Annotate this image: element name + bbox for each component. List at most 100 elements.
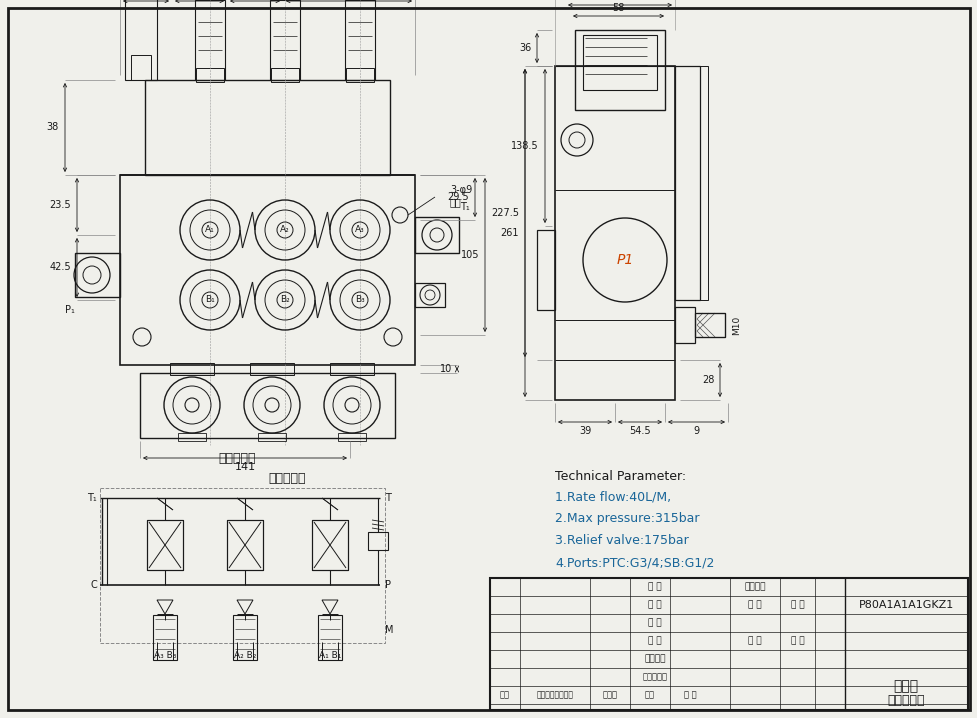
Bar — [414, 217, 458, 253]
Bar — [258, 433, 285, 441]
Text: P1: P1 — [616, 253, 633, 267]
Text: 54.5: 54.5 — [628, 426, 650, 436]
Text: 28: 28 — [701, 375, 714, 385]
Text: 4.Ports:PTC:G3/4;SB:G1/2: 4.Ports:PTC:G3/4;SB:G1/2 — [554, 556, 713, 569]
Bar — [194, 0, 225, 80]
Bar — [100, 488, 385, 643]
Text: 39: 39 — [578, 426, 590, 436]
Text: 外型尺寸图: 外型尺寸图 — [886, 694, 924, 707]
Text: 261: 261 — [500, 228, 519, 238]
Bar — [120, 175, 414, 365]
Bar — [140, 373, 395, 438]
Bar — [145, 80, 390, 175]
Text: P₁: P₁ — [65, 305, 75, 315]
Text: 9: 9 — [693, 426, 699, 436]
Bar — [195, 68, 224, 82]
Text: 29.5: 29.5 — [446, 192, 469, 202]
Bar — [318, 615, 342, 660]
Bar — [227, 520, 263, 570]
Bar — [536, 230, 554, 310]
Text: 更改内容或零件名: 更改内容或零件名 — [536, 691, 573, 699]
Bar — [250, 363, 294, 375]
Text: 通孔: 通孔 — [449, 197, 461, 207]
Text: 138.5: 138.5 — [511, 141, 538, 151]
Text: A₁ B₁: A₁ B₁ — [319, 651, 341, 660]
Bar — [75, 253, 120, 297]
Text: 工艺检查: 工艺检查 — [644, 655, 665, 663]
Text: 校 对: 校 对 — [648, 636, 661, 645]
Text: 227.5: 227.5 — [490, 208, 519, 218]
Bar — [271, 68, 299, 82]
Text: 141: 141 — [234, 462, 255, 472]
Bar — [270, 0, 300, 80]
Bar — [329, 363, 373, 375]
Text: 标记: 标记 — [499, 691, 509, 699]
Text: 2.Max pressure:315bar: 2.Max pressure:315bar — [554, 512, 699, 525]
Bar — [489, 578, 967, 710]
Text: 38: 38 — [47, 123, 59, 133]
Text: 第 张: 第 张 — [790, 636, 804, 645]
Text: 58: 58 — [612, 3, 624, 13]
Bar — [152, 615, 177, 660]
Text: B₃: B₃ — [355, 296, 364, 304]
Text: 比 例: 比 例 — [790, 600, 804, 610]
Bar — [574, 30, 664, 110]
Text: 共 张: 共 张 — [747, 636, 761, 645]
Bar — [233, 615, 257, 660]
Text: 更改人: 更改人 — [602, 691, 616, 699]
Text: 105: 105 — [460, 250, 479, 260]
Text: 10: 10 — [440, 364, 451, 374]
Bar — [131, 55, 150, 80]
Text: 描 图: 描 图 — [648, 618, 661, 628]
Bar — [312, 520, 348, 570]
Bar — [227, 520, 263, 570]
Bar — [700, 66, 707, 300]
Text: M: M — [385, 625, 393, 635]
Text: T₁: T₁ — [459, 202, 469, 212]
Text: 日期: 日期 — [645, 691, 655, 699]
Text: A₂ B₂: A₂ B₂ — [234, 651, 256, 660]
Text: B₁: B₁ — [205, 296, 215, 304]
Text: Technical Parameter:: Technical Parameter: — [554, 470, 686, 483]
Bar — [170, 363, 214, 375]
Text: C: C — [90, 580, 97, 590]
Text: 多路阀: 多路阀 — [893, 679, 917, 693]
Text: 图样标记: 图样标记 — [743, 582, 765, 592]
Text: 1.Rate flow:40L/M,: 1.Rate flow:40L/M, — [554, 490, 670, 503]
Text: B₂: B₂ — [279, 296, 289, 304]
Text: 液压原理图: 液压原理图 — [219, 452, 256, 465]
Text: 液压原理图: 液压原理图 — [269, 472, 306, 485]
Text: 62: 62 — [614, 0, 625, 2]
Bar — [367, 532, 388, 550]
Bar — [695, 313, 724, 337]
Text: 36: 36 — [519, 43, 531, 53]
Text: 标准化检查: 标准化检查 — [642, 673, 667, 681]
Bar — [554, 66, 674, 400]
Text: 3.Relief valve:175bar: 3.Relief valve:175bar — [554, 534, 688, 547]
Text: P: P — [385, 580, 391, 590]
Bar — [346, 68, 373, 82]
Text: A₃ B₃: A₃ B₃ — [153, 651, 176, 660]
Text: 3-φ9: 3-φ9 — [449, 185, 472, 195]
Bar — [312, 520, 348, 570]
Text: 42.5: 42.5 — [49, 263, 71, 273]
Text: 重 量: 重 量 — [747, 600, 761, 610]
Text: T₁: T₁ — [87, 493, 97, 503]
Bar — [147, 520, 183, 570]
Text: M10: M10 — [731, 315, 741, 335]
Bar — [414, 283, 445, 307]
Text: 制 图: 制 图 — [648, 600, 661, 610]
Text: 23.5: 23.5 — [49, 200, 71, 210]
Bar — [125, 0, 157, 80]
Text: P80A1A1A1GKZ1: P80A1A1A1GKZ1 — [858, 600, 953, 610]
Text: T: T — [385, 493, 391, 503]
Bar — [674, 307, 695, 343]
Text: 审 核: 审 核 — [683, 691, 696, 699]
Bar — [674, 66, 700, 300]
Bar — [582, 35, 657, 90]
Bar — [178, 433, 206, 441]
Text: 设 计: 设 计 — [648, 582, 661, 592]
Text: A₂: A₂ — [279, 225, 289, 235]
Text: A₃: A₃ — [355, 225, 364, 235]
Bar — [147, 520, 183, 570]
